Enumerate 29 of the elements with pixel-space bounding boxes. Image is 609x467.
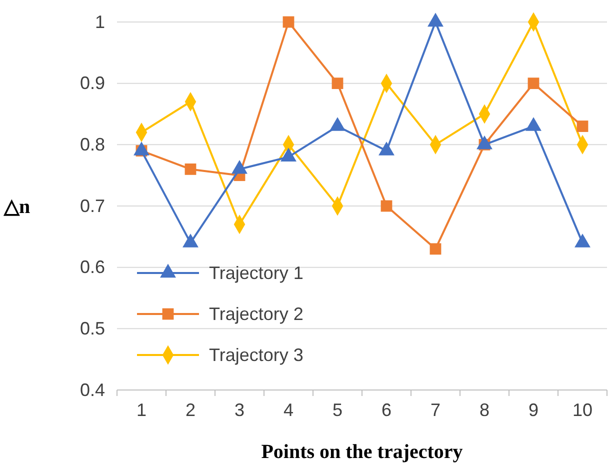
legend-label: Trajectory 1	[209, 263, 304, 283]
point	[184, 164, 196, 175]
y-tick-label: 0.9	[80, 73, 105, 94]
legend-label: Trajectory 3	[209, 345, 304, 365]
y-tick-label: 0.4	[80, 380, 105, 400]
y-tick-label: 0.7	[80, 196, 105, 216]
point	[282, 16, 294, 28]
point	[332, 78, 344, 90]
x-tick-label: 5	[332, 400, 343, 420]
point	[430, 243, 442, 255]
x-tick-label: 3	[234, 400, 245, 420]
x-axis-title: Points on the trajectory	[261, 441, 463, 463]
x-tick-label: 1	[136, 400, 147, 420]
x-tick-label: 2	[185, 400, 196, 420]
point	[528, 78, 540, 90]
x-tick-label: 9	[528, 400, 539, 420]
y-tick-label: 0.5	[80, 318, 105, 338]
x-tick-label: 10	[572, 400, 593, 420]
x-tick-label: 7	[430, 400, 441, 420]
y-tick-label: 0.8	[80, 134, 105, 154]
legend-label: Trajectory 2	[209, 304, 304, 324]
y-tick-label: 1	[94, 12, 105, 32]
y-tick-label: 0.6	[80, 257, 105, 278]
x-tick-label: 8	[479, 400, 490, 420]
y-axis-title: △n	[3, 196, 30, 218]
x-tick-label: 6	[381, 400, 392, 420]
point	[380, 200, 392, 212]
point	[576, 120, 588, 132]
x-tick-label: 4	[283, 400, 294, 420]
